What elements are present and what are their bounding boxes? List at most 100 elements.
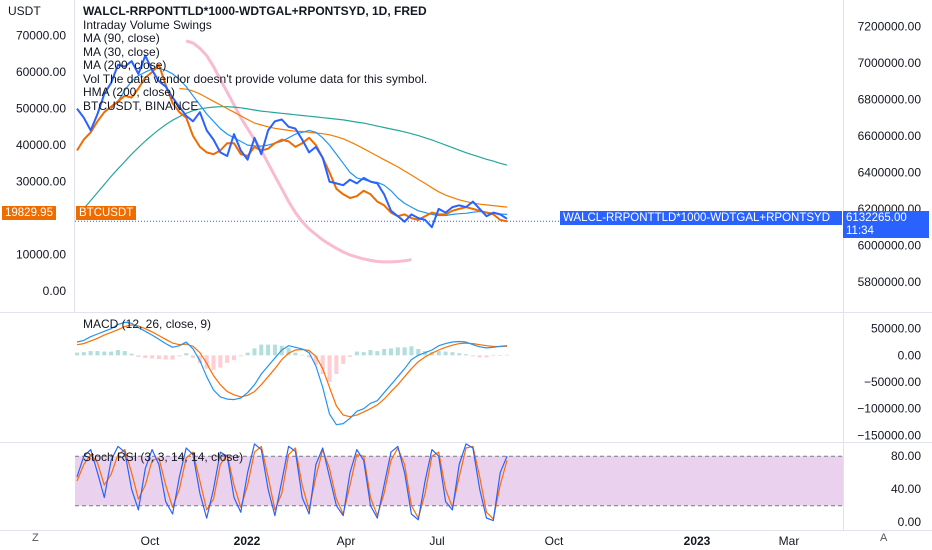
macd-histogram-bar: [464, 354, 469, 356]
macd-histogram-bar: [156, 355, 161, 360]
macd-histogram-bar: [177, 355, 182, 357]
legend-item-ma30[interactable]: MA (30, close): [83, 44, 160, 59]
fred-series-line: [76, 63, 508, 223]
macd-histogram-bar: [320, 355, 325, 374]
macd-histogram-bar: [395, 347, 400, 356]
macd-histogram-bar: [307, 355, 312, 358]
macd-histogram-bar: [450, 352, 455, 356]
macd-histogram-bar: [327, 355, 332, 382]
macd-histogram-bar: [272, 344, 277, 356]
macd-histogram-bar: [74, 352, 80, 356]
macd-histogram-bar: [252, 348, 257, 356]
macd-histogram-bar: [354, 351, 359, 356]
legend-item-btcusdt[interactable]: BTCUSDT, BINANCE: [83, 98, 199, 113]
macd-histogram-bar: [402, 347, 407, 356]
auto-scale-icon[interactable]: A: [880, 532, 888, 544]
ma-200-line: [76, 106, 508, 217]
macd-histogram-bar: [204, 355, 209, 369]
macd-histogram-bar: [286, 347, 291, 356]
macd-histogram-bar: [231, 355, 236, 361]
btcusdt-line: [76, 54, 508, 229]
countdown-tag: 11:34: [843, 224, 929, 238]
macd-histogram-bar: [457, 353, 462, 356]
btc-symbol-tag: BTCUSDT: [76, 206, 137, 220]
legend-item-volume-swings[interactable]: Intraday Volume Swings: [83, 17, 212, 32]
macd-histogram-bar: [211, 355, 216, 370]
macd-histogram-bar: [334, 355, 339, 374]
right-tick-label: 5800000.00: [858, 275, 922, 289]
left-tick-label: 10000.00: [16, 248, 66, 262]
macd-histogram-bar: [361, 352, 366, 356]
time-axis-label: Oct: [141, 534, 160, 548]
macd-tick-label: 0.00: [898, 348, 922, 362]
main-legend: WALCL-RRPONTTLD*1000-WDTGAL+RPONTSYD, 1D…: [83, 4, 428, 113]
macd-tick-label: −100000.00: [857, 402, 921, 416]
macd-histogram-bar: [197, 355, 202, 364]
left-tick-label: 40000.00: [16, 138, 66, 152]
right-tick-label: 7200000.00: [858, 19, 922, 33]
macd-histogram-bar: [368, 350, 373, 356]
macd-histogram-bar: [115, 350, 120, 356]
macd-histogram-bar: [470, 355, 475, 357]
macd-title[interactable]: MACD (12, 26, close, 9): [83, 317, 212, 331]
macd-histogram-bar: [259, 344, 264, 356]
macd-histogram-bar: [129, 353, 134, 356]
macd-histogram-bar: [388, 348, 393, 356]
stoch-d-line: [76, 445, 508, 520]
macd-histogram-bar: [443, 351, 448, 356]
macd-histogram-bar: [382, 348, 387, 356]
left-tick-label: 0.00: [43, 284, 67, 298]
macd-histogram-bar: [170, 355, 175, 360]
left-tick-label: 60000.00: [16, 65, 66, 79]
time-axis-label: Apr: [337, 534, 356, 548]
macd-histogram-bar: [122, 351, 127, 356]
macd-histogram-bar: [191, 355, 196, 358]
stoch-rsi-title[interactable]: Stoch RSI (3, 3, 14, 14, close): [83, 450, 244, 464]
macd-histogram-bar: [498, 355, 503, 356]
macd-histogram-bar: [109, 351, 114, 356]
macd-histogram-bar: [341, 355, 346, 364]
macd-tick-label: 50000.00: [871, 322, 921, 336]
ma-90-line: [179, 87, 508, 208]
right-tick-label: 6600000.00: [858, 129, 922, 143]
macd-histogram-bar: [136, 355, 141, 357]
macd-line: [76, 321, 508, 426]
legend-item-hma200[interactable]: HMA (200, close): [83, 85, 176, 99]
fred-value-tag: 6132265.00: [843, 211, 929, 225]
zoom-icon[interactable]: Z: [32, 532, 39, 544]
macd-histogram-bar: [416, 348, 421, 356]
macd-histogram-bar: [163, 355, 168, 360]
left-axis-unit: USDT: [8, 4, 41, 18]
legend-item-volume[interactable]: Vol The data vendor doesn't provide volu…: [83, 71, 428, 86]
macd-histogram-bar: [313, 355, 318, 365]
macd-histogram-bar: [95, 351, 100, 356]
macd-tick-label: −150000.00: [857, 428, 921, 442]
hma-200-line: [185, 39, 412, 264]
macd-histogram-bar: [102, 351, 107, 356]
left-tick-label: 70000.00: [16, 29, 66, 43]
left-tick-label: 50000.00: [16, 102, 66, 116]
btc-price-tag: 19829.95: [2, 206, 56, 220]
macd-histogram-bar: [504, 354, 510, 356]
macd-histogram-bar: [409, 346, 414, 356]
macd-histogram-bar: [484, 355, 489, 358]
macd-histogram-bar: [348, 355, 353, 357]
macd-histogram-bar: [245, 352, 250, 356]
right-tick-label: 7000000.00: [858, 56, 922, 70]
macd-histogram-bar: [238, 355, 243, 357]
macd-histogram-bar: [266, 344, 271, 356]
legend-item-ma90[interactable]: MA (90, close): [83, 31, 160, 45]
left-tick-label: 30000.00: [16, 175, 66, 189]
legend-item-ma200[interactable]: MA (200, close): [83, 58, 167, 72]
macd-histogram-bar: [300, 354, 305, 356]
right-tick-label: 6400000.00: [858, 165, 922, 179]
time-axis-label: Jul: [429, 534, 444, 548]
chart-title[interactable]: WALCL-RRPONTTLD*1000-WDTGAL+RPONTSYD, 1D…: [83, 4, 427, 18]
time-axis-label: Mar: [779, 534, 800, 548]
macd-histogram-bar: [491, 355, 496, 357]
stoch-k-line: [76, 443, 508, 522]
fred-symbol-tag: WALCL-RRPONTTLD*1000-WDTGAL+RPONTSYD: [560, 211, 842, 225]
macd-histogram-bar: [436, 351, 441, 356]
ma-30-line: [110, 67, 508, 217]
